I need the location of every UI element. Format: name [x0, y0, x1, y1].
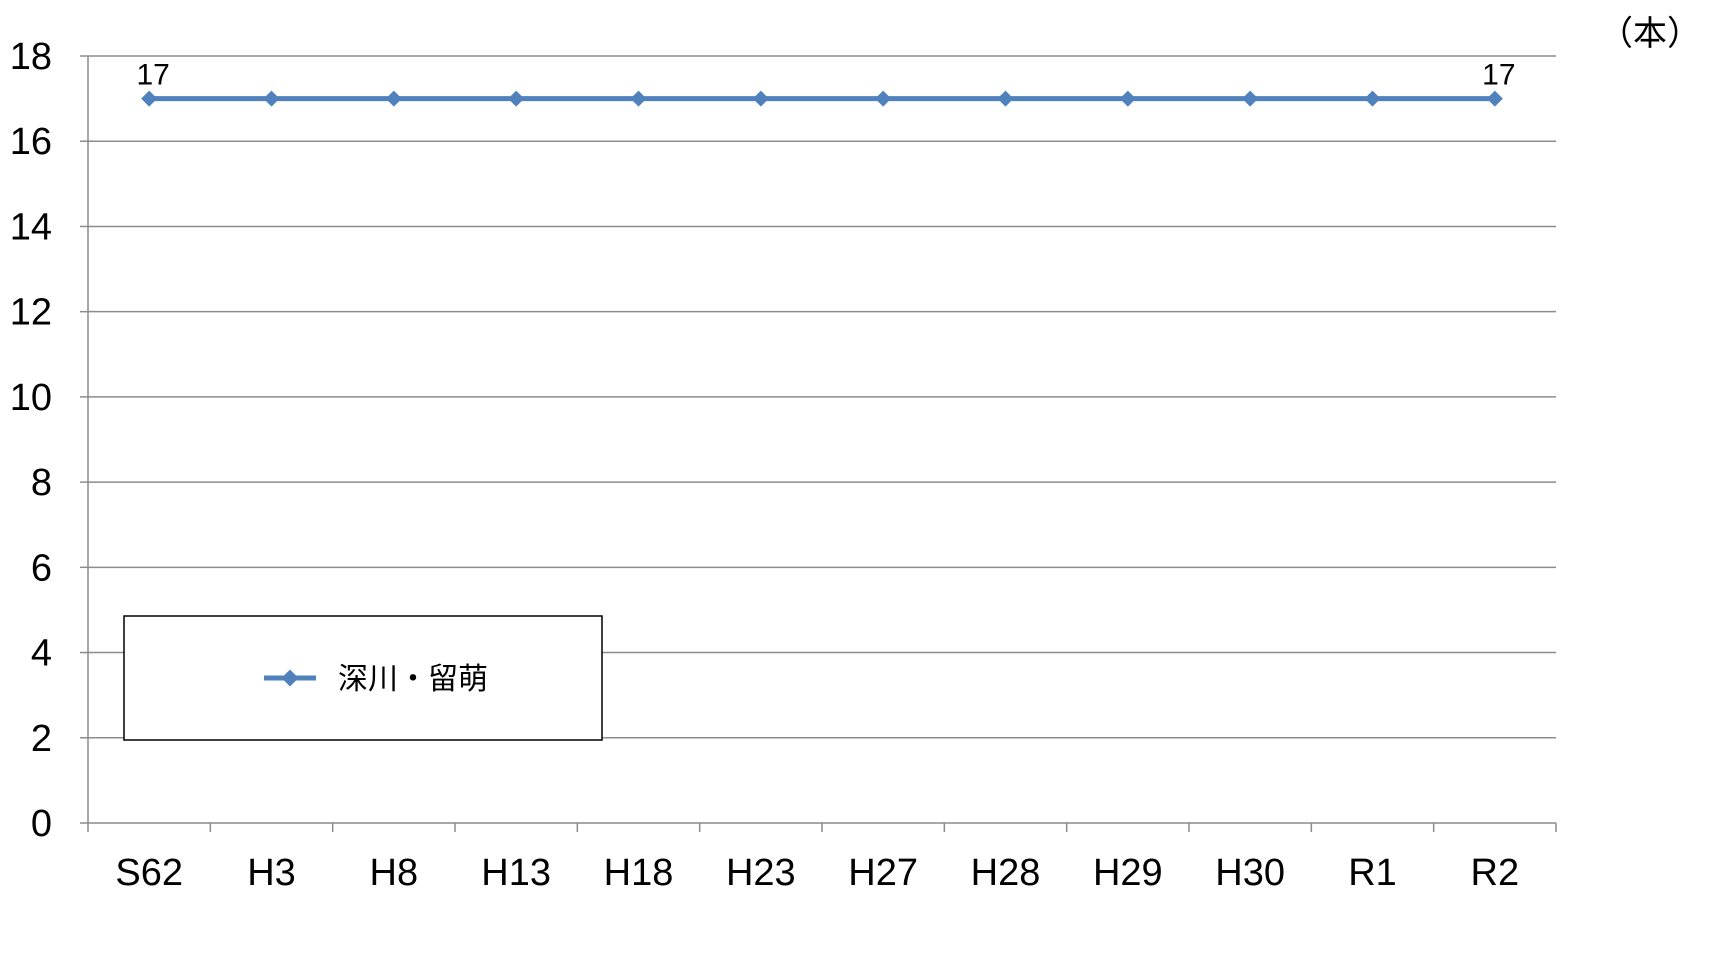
y-tick-label-0: 0	[31, 803, 52, 845]
x-tick-label-H28: H28	[971, 852, 1041, 894]
data-point-H27	[875, 90, 892, 107]
x-tick-label-H23: H23	[726, 852, 796, 894]
data-point-R1	[1364, 90, 1381, 107]
data-label-R2: 17	[1482, 59, 1515, 92]
x-tick-label-H18: H18	[604, 852, 674, 894]
data-point-H13	[508, 90, 525, 107]
y-tick-label-18: 18	[10, 36, 52, 78]
x-axis-ticks: S62 H3 H8 H13 H18 H23 H27 H28 H29 H30 R1 R2	[115, 852, 1519, 894]
data-point-H8	[385, 90, 402, 107]
y-tick-label-14: 14	[10, 206, 52, 248]
x-tick-label-R1: R1	[1348, 852, 1397, 894]
data-point-H3	[263, 90, 280, 107]
legend-box	[123, 615, 603, 741]
data-point-H28	[997, 90, 1014, 107]
legend-label: 深川・留萌	[338, 662, 488, 697]
data-labels: 17 17	[136, 59, 1515, 92]
data-point-R2	[1486, 90, 1503, 107]
y-tick-label-12: 12	[10, 292, 52, 334]
y-tick-label-10: 10	[10, 377, 52, 419]
x-tick-label-H27: H27	[848, 852, 918, 894]
x-tick-label-H30: H30	[1215, 852, 1285, 894]
x-tick-label-R2: R2	[1471, 852, 1520, 894]
legend-marker-swatch	[281, 669, 299, 687]
data-point-H29	[1119, 90, 1136, 107]
y-tick-label-2: 2	[31, 718, 52, 760]
x-tick-label-H8: H8	[370, 852, 419, 894]
y-unit-label: （本）	[1599, 14, 1701, 54]
data-label-S62: 17	[136, 59, 169, 92]
legend: 深川・留萌	[123, 615, 603, 741]
data-point-S62	[141, 90, 158, 107]
data-point-H30	[1242, 90, 1259, 107]
axes	[80, 55, 1557, 832]
data-point-H23	[752, 90, 769, 107]
y-tick-label-6: 6	[31, 547, 52, 589]
data-point-H18	[630, 90, 647, 107]
y-axis-ticks: 0 2 4 6 8 10 12 14 16 18	[10, 36, 52, 845]
x-tick-label-H29: H29	[1093, 852, 1163, 894]
series-points	[141, 90, 1503, 107]
y-tick-label-16: 16	[10, 121, 52, 163]
y-tick-label-8: 8	[31, 462, 52, 504]
y-tick-label-4: 4	[31, 633, 52, 675]
x-tick-label-S62: S62	[115, 852, 183, 894]
x-tick-label-H3: H3	[247, 852, 296, 894]
x-tick-label-H13: H13	[481, 852, 551, 894]
